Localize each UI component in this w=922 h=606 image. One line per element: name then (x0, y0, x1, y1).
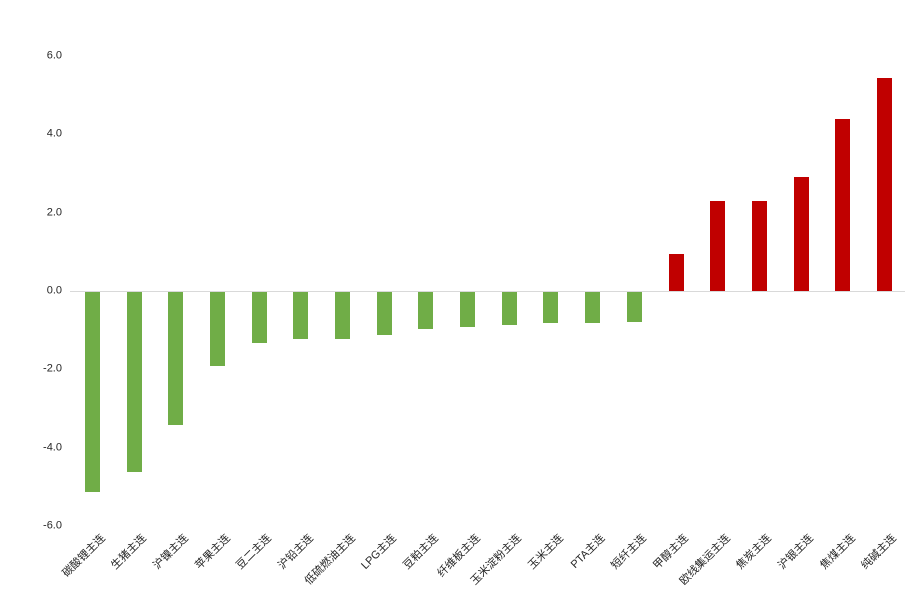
x-axis-category-label: 焦煤主连 (817, 532, 858, 572)
x-axis-category-label: 短纤主连 (609, 532, 650, 572)
x-axis-category-label: LPG主连 (359, 532, 400, 572)
bar (668, 253, 684, 291)
x-axis-category-label: 玉米主连 (526, 532, 566, 572)
y-axis-tick-label: -6.0 (43, 519, 62, 532)
x-axis-category-label: 纯碱主连 (859, 532, 900, 572)
x-axis-category-label: 沪镍主连 (151, 532, 191, 572)
bar (251, 292, 267, 343)
bar (501, 292, 517, 326)
bar (626, 292, 642, 323)
y-axis-tick-label: 6.0 (46, 49, 62, 62)
x-axis-category-label: 豆粕主连 (401, 532, 441, 572)
bar (585, 292, 601, 323)
bar (293, 292, 309, 339)
y-axis-tick-label: 2.0 (46, 206, 62, 219)
x-axis-category-label: 沪铅主连 (276, 532, 316, 572)
bar (751, 200, 767, 291)
x-axis-category-label: 豆二主连 (234, 532, 275, 572)
bar (126, 292, 142, 473)
x-axis-category-label: 焦炭主连 (734, 532, 775, 572)
x-axis-category-label: 生猪主连 (109, 532, 149, 572)
y-axis-tick-label: -2.0 (43, 362, 62, 375)
zero-axis-line (70, 291, 905, 292)
bar (876, 77, 892, 291)
y-axis-tick-label: -4.0 (43, 441, 62, 454)
y-axis-tick-label: 4.0 (46, 127, 62, 140)
x-axis-category-label: PTA主连 (568, 532, 608, 571)
y-axis-tick-label: 0.0 (46, 284, 62, 297)
bar (168, 292, 184, 426)
x-axis-category-label: 碳酸锂主连 (59, 532, 108, 580)
x-axis-category-label: 甲醇主连 (651, 532, 691, 572)
x-axis-category-label: 苹果主连 (192, 532, 233, 572)
bar (335, 292, 351, 339)
bar (376, 292, 392, 336)
x-axis-category-label: 沪银主连 (776, 532, 816, 572)
bar (793, 177, 809, 291)
bar (460, 292, 476, 328)
bar (710, 200, 726, 291)
bar (85, 292, 100, 492)
bar (418, 292, 434, 330)
bar (210, 292, 226, 367)
bar (835, 118, 851, 291)
bar (543, 292, 559, 324)
